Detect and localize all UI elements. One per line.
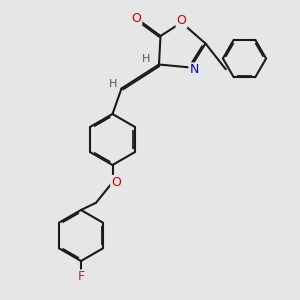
- Text: O: O: [111, 176, 121, 189]
- Text: O: O: [177, 14, 186, 28]
- Text: H: H: [109, 79, 117, 89]
- Text: H: H: [142, 54, 151, 64]
- Text: N: N: [189, 63, 199, 76]
- Text: F: F: [77, 270, 85, 284]
- Text: O: O: [132, 11, 141, 25]
